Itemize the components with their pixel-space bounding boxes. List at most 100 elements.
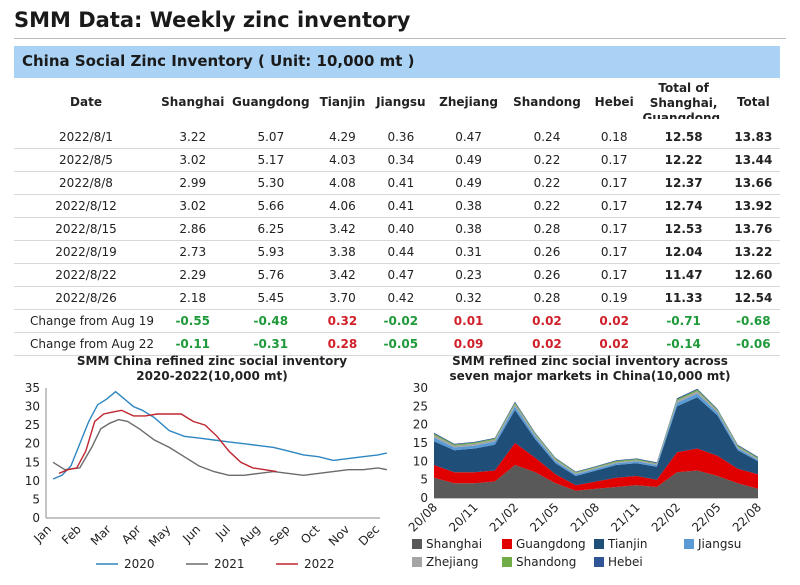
cell-jiangsu: 0.41 <box>387 199 415 213</box>
c1-x-tick-label: Jan <box>30 522 54 546</box>
change-shandong: 0.02 <box>532 314 562 328</box>
header-subtotal-text: Total of Shanghai, Guangdong, Tianjin <box>642 81 725 119</box>
table-row: 2022/8/1 3.22 5.07 4.29 0.36 0.47 0.24 0.18 12.5… <box>14 126 780 149</box>
cell-hebei: 0.17 <box>600 199 628 213</box>
change-jiangsu: -0.05 <box>383 337 419 351</box>
cell-date: 2022/8/26 <box>55 291 117 305</box>
c2-x-tick-label: 20/08 <box>406 500 440 534</box>
cell-shandong: 0.28 <box>533 222 561 236</box>
cell-total: 13.66 <box>734 176 773 190</box>
change-tianjin: 0.32 <box>327 314 358 328</box>
cell-jiangsu: 0.41 <box>387 176 415 190</box>
cell-hebei: 0.17 <box>600 268 628 282</box>
cell-tianjin: 3.42 <box>329 222 356 236</box>
cell-guangdong: 6.25 <box>257 222 285 236</box>
cell-total: 12.60 <box>734 268 773 282</box>
cell-hebei: 0.18 <box>600 130 628 144</box>
header-date: Date <box>70 94 102 109</box>
cell-subtotal: 12.53 <box>664 222 703 236</box>
cell-shanghai: 3.02 <box>179 153 207 167</box>
change-label: Change from Aug 19 <box>30 314 155 328</box>
table-row: 2022/8/5 3.02 5.17 4.03 0.34 0.49 0.22 0.17 12.2… <box>14 149 780 172</box>
c2-area-shanghai <box>434 465 758 498</box>
header-total: Total <box>736 94 770 109</box>
header-subtotal: Total of Shanghai, Guangdong, Tianjin <box>641 78 727 126</box>
c1-y-tick-label: 15 <box>25 455 40 469</box>
line-chart: SMM China refined zinc social inventory … <box>25 354 388 571</box>
table-row: 2022/8/22 2.29 5.76 3.42 0.47 0.23 0.26 0.17 11.… <box>14 264 780 287</box>
c1-legend-label: 2022 <box>304 557 335 571</box>
c1-x-tick-label: Feb <box>59 522 84 547</box>
cell-zhejiang: 0.38 <box>455 199 482 213</box>
c1-series-2021 <box>52 418 388 477</box>
cell-date: 2022/8/8 <box>59 176 113 190</box>
stacked-area-chart: SMM refined zinc social inventory across… <box>406 354 764 569</box>
c1-x-tick-label: Sep <box>267 522 293 548</box>
inventory-table: Date Shanghai Guangdong Tianjin Jiangsu … <box>14 78 780 356</box>
cell-total: 13.92 <box>734 199 773 213</box>
cell-subtotal: 12.58 <box>664 130 703 144</box>
header-shanghai: Shanghai <box>161 94 225 109</box>
change-label: Change from Aug 22 <box>30 337 155 351</box>
change-jiangsu: -0.02 <box>383 314 419 328</box>
c2-legend-swatch <box>594 557 604 567</box>
cell-jiangsu: 0.44 <box>387 245 415 259</box>
c1-series-2020 <box>52 390 388 480</box>
header-jiangsu: Jiangsu <box>376 94 426 109</box>
cell-hebei: 0.17 <box>600 176 628 190</box>
cell-shanghai: 2.73 <box>179 245 207 259</box>
chart2-title-line2: seven major markets in China(10,000 mt) <box>449 369 730 383</box>
cell-shandong: 0.26 <box>533 245 561 259</box>
cell-jiangsu: 0.36 <box>387 130 415 144</box>
cell-hebei: 0.17 <box>600 245 628 259</box>
table-title-banner: China Social Zinc Inventory ( Unit: 10,0… <box>14 46 780 78</box>
change-hebei: 0.02 <box>599 314 629 328</box>
c2-x-tick-label: 21/08 <box>568 500 602 534</box>
cell-zhejiang: 0.49 <box>455 153 482 167</box>
c2-legend-label: Shanghai <box>426 537 482 551</box>
cell-date: 2022/8/22 <box>55 268 117 282</box>
c2-y-tick-label: 30 <box>413 381 428 395</box>
table-row: 2022/8/12 3.02 5.66 4.06 0.41 0.38 0.22 0.17 12.… <box>14 195 780 218</box>
c2-x-tick-label: 21/11 <box>608 500 642 534</box>
cell-jiangsu: 0.34 <box>387 153 415 167</box>
c1-y-tick-label: 5 <box>32 492 40 506</box>
table-header-row: Date Shanghai Guangdong Tianjin Jiangsu … <box>14 78 780 126</box>
cell-hebei: 0.19 <box>600 291 628 305</box>
change-row: Change from Aug 22 -0.11 -0.31 0.28 -0.05 0.0… <box>14 333 780 356</box>
c2-x-tick-label: 20/11 <box>446 500 480 534</box>
cell-subtotal: 11.47 <box>664 268 703 282</box>
c2-legend-swatch <box>412 539 422 549</box>
c1-y-tick-label: 30 <box>25 400 40 414</box>
cell-zhejiang: 0.32 <box>455 291 482 305</box>
change-shanghai: -0.55 <box>175 314 211 328</box>
cell-tianjin: 4.08 <box>329 176 356 190</box>
c2-legend-label: Guangdong <box>516 537 586 551</box>
cell-guangdong: 5.76 <box>257 268 285 282</box>
change-total: -0.06 <box>736 337 771 351</box>
cell-subtotal: 12.22 <box>664 153 703 167</box>
cell-total: 13.22 <box>734 245 773 259</box>
cell-shandong: 0.28 <box>533 291 561 305</box>
c2-x-tick-label: 21/05 <box>527 500 561 534</box>
cell-shanghai: 3.02 <box>179 199 207 213</box>
cell-shandong: 0.26 <box>533 268 561 282</box>
cell-total: 13.76 <box>734 222 773 236</box>
table-row: 2022/8/8 2.99 5.30 4.08 0.41 0.49 0.22 0.17 12.3… <box>14 172 780 195</box>
cell-tianjin: 3.42 <box>329 268 356 282</box>
table-row: 2022/8/15 2.86 6.25 3.42 0.40 0.38 0.28 0.17 12.… <box>14 218 780 241</box>
c2-legend-swatch <box>594 539 604 549</box>
header-tianjin: Tianjin <box>319 94 366 109</box>
cell-shandong: 0.24 <box>533 130 561 144</box>
c2-legend-swatch <box>502 557 512 567</box>
cell-guangdong: 5.93 <box>257 245 285 259</box>
table-body: 2022/8/1 3.22 5.07 4.29 0.36 0.47 0.24 0.18 12.5… <box>14 126 780 356</box>
c1-series-2022 <box>58 409 277 475</box>
cell-shanghai: 2.99 <box>179 176 207 190</box>
change-tianjin: 0.28 <box>327 337 358 351</box>
cell-tianjin: 4.29 <box>329 130 356 144</box>
c2-legend-label: Zhejiang <box>426 555 478 569</box>
change-zhejiang: 0.01 <box>453 314 484 328</box>
c1-x-tick-label: May <box>146 522 173 549</box>
cell-zhejiang: 0.31 <box>455 245 482 259</box>
